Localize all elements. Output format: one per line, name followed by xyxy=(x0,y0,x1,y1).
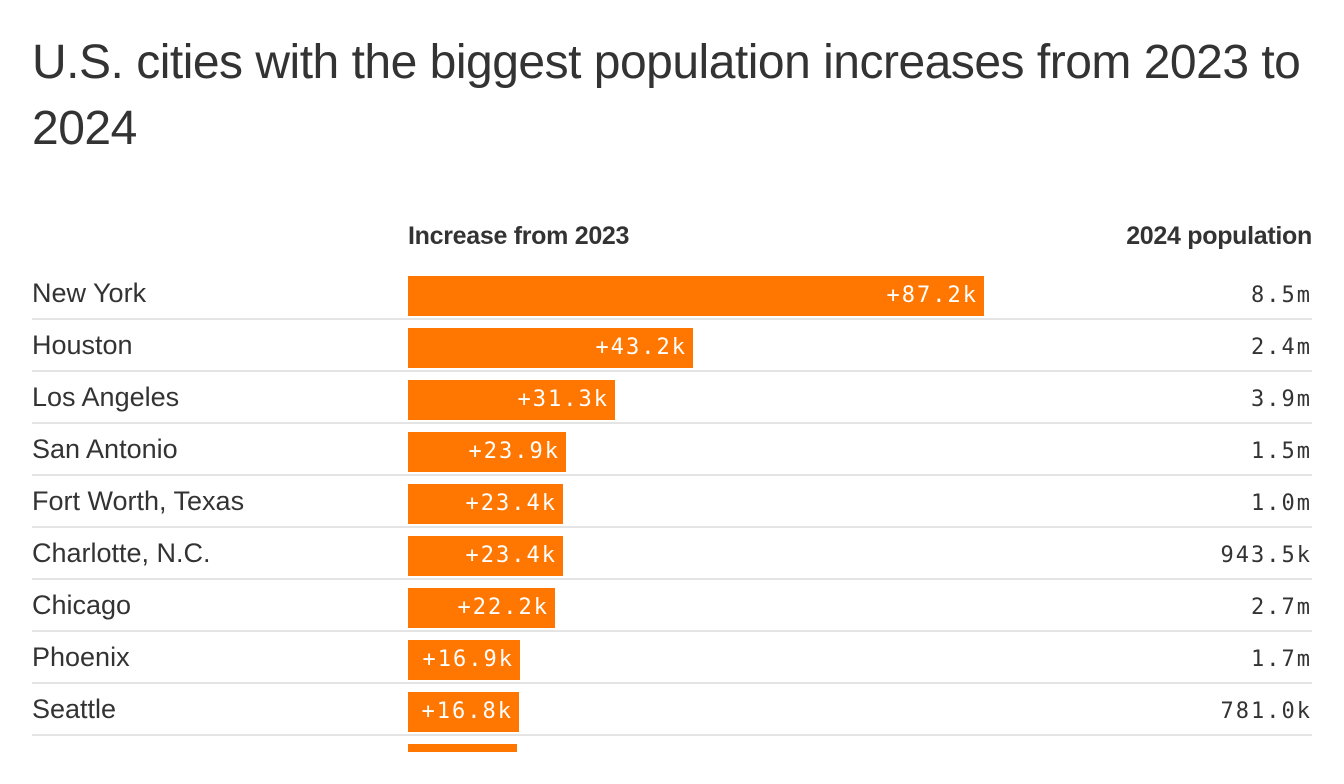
increase-column-header: Increase from 2023 xyxy=(408,222,629,251)
city-label: Houston xyxy=(32,330,133,361)
table-row: Phoenix +16.9k 1.7m xyxy=(32,632,1312,684)
bar-table: New York +87.2k 8.5m Houston +43.2k 2.4m Los A… xyxy=(32,268,1312,752)
table-row: San Antonio +23.9k 1.5m xyxy=(32,424,1312,476)
population-column-header: 2024 population xyxy=(1126,222,1312,251)
population-value: 1.7m xyxy=(1251,640,1312,680)
increase-value-label: +22.2k xyxy=(458,588,549,628)
increase-value-label: +23.4k xyxy=(466,484,557,524)
population-value: 1.5m xyxy=(1251,432,1312,472)
city-label: San Antonio xyxy=(32,434,178,465)
population-value: 943.5k xyxy=(1221,536,1312,576)
city-label: Phoenix xyxy=(32,642,130,673)
table-row: Houston +43.2k 2.4m xyxy=(32,320,1312,372)
population-value: 781.0k xyxy=(1221,692,1312,732)
table-row: Los Angeles +31.3k 3.9m xyxy=(32,372,1312,424)
population-value: 1.0m xyxy=(1251,484,1312,524)
table-row: Seattle +16.8k 781.0k xyxy=(32,684,1312,736)
increase-value-label: +16.8k xyxy=(422,692,513,732)
increase-value-label: +43.2k xyxy=(596,328,687,368)
table-row: Fort Worth, Texas +23.4k 1.0m xyxy=(32,476,1312,528)
table-row: Charlotte, N.C. +23.4k 943.5k xyxy=(32,528,1312,580)
city-label: Los Angeles xyxy=(32,382,179,413)
city-label: Fort Worth, Texas xyxy=(32,486,244,517)
table-row: New York +87.2k 8.5m xyxy=(32,268,1312,320)
chart-title: U.S. cities with the biggest population … xyxy=(32,30,1322,162)
table-row xyxy=(32,736,1312,752)
increase-value-label: +23.4k xyxy=(466,536,557,576)
population-value: 2.7m xyxy=(1251,588,1312,628)
increase-value-label: +23.9k xyxy=(469,432,560,472)
increase-value-label: +16.9k xyxy=(423,640,514,680)
population-value: 3.9m xyxy=(1251,380,1312,420)
population-value: 8.5m xyxy=(1251,276,1312,316)
city-label: Seattle xyxy=(32,694,116,725)
increase-value-label: +31.3k xyxy=(518,380,609,420)
population-value: 2.4m xyxy=(1251,328,1312,368)
city-label: Chicago xyxy=(32,590,131,621)
increase-value-label: +87.2k xyxy=(887,276,978,316)
table-row: Chicago +22.2k 2.7m xyxy=(32,580,1312,632)
city-label: Charlotte, N.C. xyxy=(32,538,211,569)
increase-bar xyxy=(408,744,517,752)
city-label: New York xyxy=(32,278,146,309)
